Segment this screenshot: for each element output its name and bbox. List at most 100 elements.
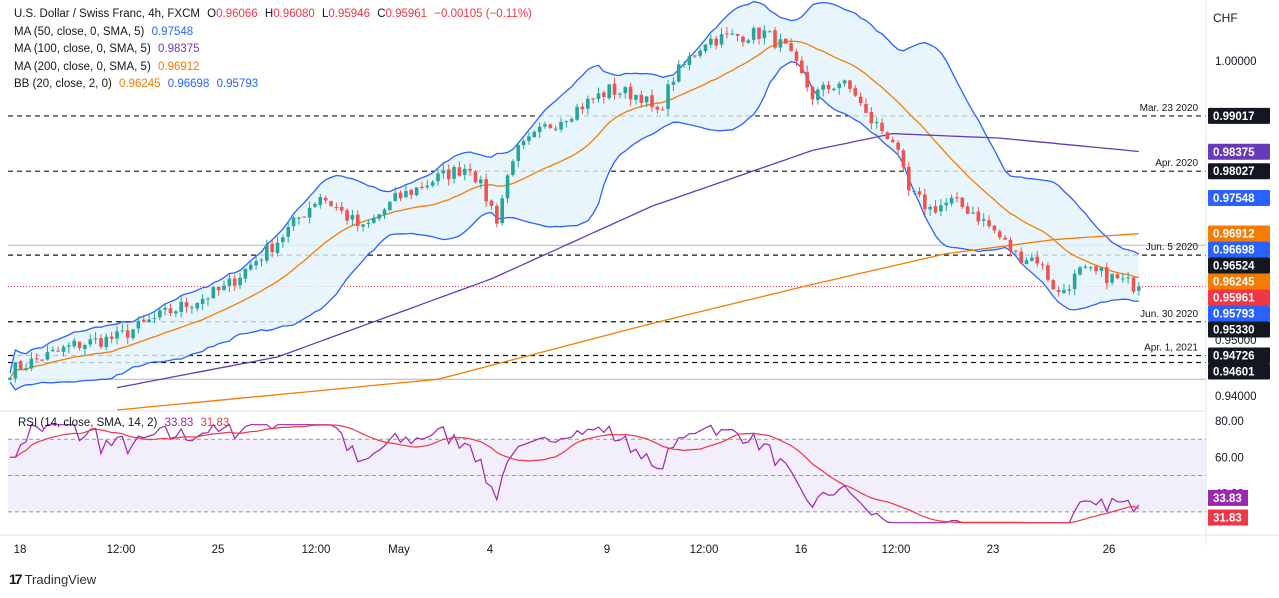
rsi-value: 33.83: [164, 417, 194, 429]
candle-body: [992, 225, 997, 231]
indicator-value: 0.97548: [151, 25, 194, 38]
candle-body: [821, 84, 825, 90]
candle-body: [537, 126, 542, 133]
candle-body: [789, 43, 793, 51]
candle-body: [323, 197, 328, 201]
tradingview-logo[interactable]: 17 TradingView: [9, 571, 96, 587]
candle-body: [366, 222, 371, 225]
candle-body: [907, 166, 911, 191]
candle-body: [976, 211, 981, 222]
price-badge: [1208, 225, 1270, 242]
candle-body: [51, 349, 55, 352]
candle-body: [773, 30, 777, 48]
candle-body: [896, 142, 900, 150]
candle-body: [211, 286, 216, 299]
indicator-bb[interactable]: BB (20, close, 2, 0) 0.96245 0.96698 0.9…: [14, 76, 532, 94]
indicator-value: 0.96245: [119, 78, 161, 90]
candle-body: [832, 88, 836, 90]
price-badge: [1208, 321, 1270, 338]
candle-body: [190, 307, 194, 309]
candle-body: [345, 210, 349, 221]
price-badge-label: 0.98027: [1213, 166, 1255, 178]
time-tick-label: 12:00: [107, 544, 136, 556]
candle-body: [200, 298, 205, 305]
candle-body: [339, 206, 344, 211]
price-pane: [8, 0, 1206, 411]
candle-body: [933, 206, 938, 213]
indicator-label: BB (20, close, 2, 0): [14, 78, 112, 90]
candle-body: [350, 215, 355, 220]
candle-body: [757, 27, 761, 40]
candle-body: [1099, 267, 1104, 271]
candle-body: [302, 216, 307, 218]
candle-body: [61, 346, 66, 352]
candle-body: [168, 308, 173, 314]
price-badge: [1208, 363, 1270, 380]
candle-body: [1024, 260, 1029, 265]
candle-body: [1094, 266, 1098, 272]
candle-body: [837, 83, 842, 89]
candle-body: [735, 34, 740, 36]
indicator-ma200[interactable]: MA (200, close, 0, SMA, 5) 0.96912: [14, 59, 532, 77]
price-badge: [1208, 289, 1270, 306]
candle-body: [355, 214, 360, 226]
candle-body: [543, 124, 547, 127]
candle-body: [783, 38, 788, 44]
candle-body: [136, 320, 141, 329]
time-tick-label: 12:00: [302, 544, 331, 556]
candle-body: [457, 167, 462, 176]
rsi-badge: [1208, 489, 1248, 506]
candle-body: [944, 202, 949, 206]
candle-body: [767, 31, 772, 33]
symbol-row: U.S. Dollar / Swiss Franc, 4h, FXCM O0.9…: [14, 6, 532, 24]
candle-body: [120, 330, 125, 332]
symbol-title: U.S. Dollar / Swiss Franc, 4h, FXCM: [14, 8, 200, 20]
candle-body: [1014, 250, 1018, 252]
price-badge-label: 0.96524: [1213, 260, 1255, 272]
candle-body: [746, 40, 751, 43]
candle-body: [436, 173, 440, 182]
candle-body: [725, 33, 729, 35]
candle-body: [864, 103, 868, 113]
candle-body: [880, 122, 884, 132]
candle-body: [109, 336, 114, 339]
candle-body: [810, 86, 815, 100]
price-badge: [1208, 273, 1270, 290]
candle-body: [516, 145, 521, 161]
time-tick-label: 12:00: [882, 544, 911, 556]
candle-body: [676, 64, 681, 82]
indicator-ma50[interactable]: MA (50, close, 0, SMA, 5) 0.97548: [14, 24, 532, 42]
candle-body: [468, 168, 472, 171]
candle-body: [259, 259, 264, 261]
price-badge-label: 0.96912: [1213, 228, 1255, 240]
candle-body: [243, 268, 248, 279]
ohlc-close: 0.95961: [385, 8, 428, 20]
price-badge-label: 0.99017: [1213, 111, 1255, 123]
candle-body: [505, 175, 510, 199]
ohlc-high-label: H: [264, 8, 274, 20]
time-tick-label: 16: [795, 544, 808, 556]
candle-body: [222, 285, 226, 291]
candle-body: [650, 95, 654, 108]
candle-body: [580, 106, 585, 110]
rsi-legend[interactable]: RSI (14, close, SMA, 14, 2) 33.83 31.83: [18, 417, 233, 429]
indicator-label: MA (100, close, 0, SMA, 5): [14, 43, 151, 55]
candle-body: [462, 168, 467, 175]
candle-body: [511, 161, 515, 175]
candle-body: [548, 124, 553, 129]
candle-body: [949, 197, 954, 204]
rsi-pane: [0, 410, 1206, 524]
rsi-badge: [1208, 509, 1248, 526]
candle-body: [184, 302, 189, 307]
candle-body: [1078, 267, 1082, 275]
indicator-ma100[interactable]: MA (100, close, 0, SMA, 5) 0.98375: [14, 41, 532, 59]
candle-body: [559, 121, 563, 130]
candle-body: [473, 171, 478, 183]
price-badge: [1208, 241, 1270, 258]
candle-body: [596, 93, 601, 99]
candle-body: [602, 92, 606, 97]
candle-body: [398, 192, 403, 199]
candle-body: [623, 87, 628, 94]
candle-body: [874, 122, 879, 124]
